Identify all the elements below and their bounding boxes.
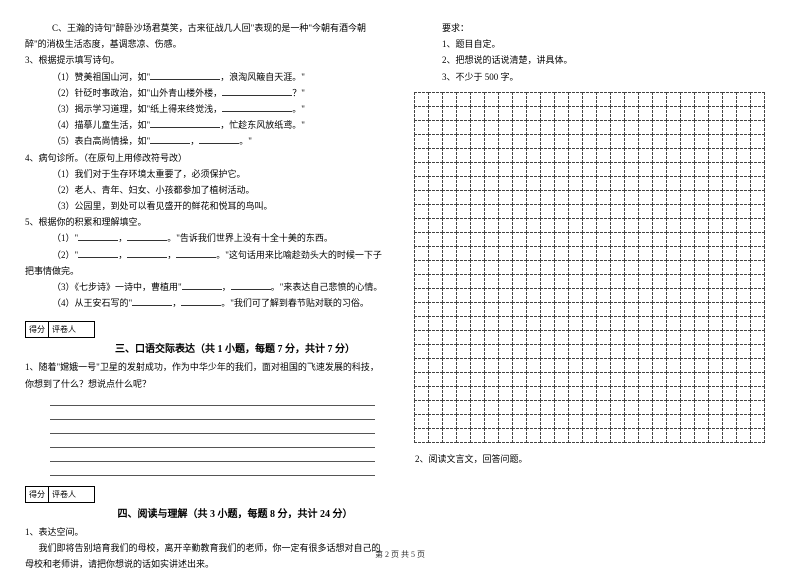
blank-input[interactable] — [150, 118, 220, 128]
q3-2: （2）针砭时事政治，如"山外青山楼外楼， ？" — [25, 85, 385, 101]
blank-input[interactable] — [150, 70, 220, 80]
q5-3-b: ， — [222, 282, 231, 292]
section-4-q1: 1、表达空间。 — [25, 524, 385, 540]
q5-2: （2）"，，。"这句话用来比喻趁劲头大的时候一下子把事情做完。 — [25, 247, 385, 279]
question-item-c: C、王瀚的诗句"醉卧沙场君莫笑，古来征战几人回"表现的是一种"今朝有酒今朝醉"的… — [25, 20, 385, 52]
writing-lines[interactable] — [25, 392, 385, 476]
q3-4-text-b: ，忙趁东风放纸鸢。" — [220, 120, 305, 130]
section-3-q1: 1、随着"嫦娥一号"卫星的发射成功，作为中华少年的我们，面对祖国的飞速发展的科技… — [25, 359, 385, 391]
q5-2-b: ， — [118, 250, 127, 260]
q3-2-text-b: ？" — [292, 88, 305, 98]
q5-3-c: 。"来表达自己悲愤的心情。 — [271, 282, 383, 292]
q5-2-c: ， — [167, 250, 176, 260]
q4-2: （2）老人、青年、妇女、小孩都参加了植树活动。 — [25, 182, 385, 198]
score-box: 得分 评卷人 — [25, 486, 95, 503]
q3-4-text-a: （4）描摹儿童生活，如" — [52, 120, 150, 130]
blank-input[interactable] — [127, 248, 167, 258]
q5-2-a: （2）" — [52, 250, 78, 260]
score-label: 得分 — [26, 487, 49, 502]
question-3: 3、根据提示填写诗句。 — [25, 52, 385, 68]
blank-input[interactable] — [132, 296, 172, 306]
blank-input[interactable] — [127, 231, 167, 241]
blank-input[interactable] — [199, 134, 239, 144]
requirements-label: 要求： — [415, 20, 775, 36]
q5-4-c: 。"我们可了解到春节贴对联的习俗。 — [221, 298, 369, 308]
score-box: 得分 评卷人 — [25, 321, 95, 338]
q3-1-text-b: ，浪淘风簸自天涯。" — [220, 72, 305, 82]
question-4: 4、病句诊所。（在原句上用修改符号改） — [25, 150, 385, 166]
q3-3: （3）揭示学习道理，如"纸上得来终觉浅， 。" — [25, 101, 385, 117]
blank-input[interactable] — [78, 231, 118, 241]
question-5: 5、根据你的积累和理解填空。 — [25, 214, 385, 230]
section-3-title: 三、口语交际表达（共 1 小题，每题 7 分，共计 7 分） — [85, 340, 385, 355]
q5-3: （3）《七步诗》一诗中，曹植用" ， 。"来表达自己悲愤的心情。 — [25, 279, 385, 295]
req-1: 1、题目自定。 — [415, 36, 775, 52]
blank-input[interactable] — [182, 280, 222, 290]
req-3: 3、不少于 500 字。 — [415, 69, 775, 85]
blank-input[interactable] — [222, 86, 292, 96]
q3-5-text-c: 。" — [239, 136, 252, 146]
q5-4-a: （4）从王安石写的" — [52, 298, 132, 308]
q5-4: （4）从王安石写的" ， 。"我们可了解到春节贴对联的习俗。 — [25, 295, 385, 311]
q3-5: （5）表白高尚情操，如" ， 。" — [25, 133, 385, 149]
q3-5-text-b: ， — [190, 136, 199, 146]
q3-5-text-a: （5）表白高尚情操，如" — [52, 136, 150, 146]
q5-3-a: （3）《七步诗》一诗中，曹植用" — [52, 282, 182, 292]
q4-3: （3）公园里，到处可以看见盛开的鲜花和悦耳的鸟叫。 — [25, 198, 385, 214]
blank-input[interactable] — [181, 296, 221, 306]
blank-input[interactable] — [150, 134, 190, 144]
q3-1: （1）赞美祖国山河，如" ，浪淘风簸自天涯。" — [25, 69, 385, 85]
q3-3-text-a: （3）揭示学习道理，如"纸上得来终觉浅， — [52, 104, 222, 114]
q5-1-b: ， — [118, 233, 127, 243]
q5-1-a: （1）" — [52, 233, 78, 243]
blank-input[interactable] — [231, 280, 271, 290]
q3-4: （4）描摹儿童生活，如" ，忙趁东风放纸鸢。" — [25, 117, 385, 133]
score-label: 得分 — [26, 322, 49, 337]
q3-1-text-a: （1）赞美祖国山河，如" — [52, 72, 150, 82]
section-4-title: 四、阅读与理解（共 3 小题，每题 8 分，共计 24 分） — [85, 505, 385, 520]
req-2: 2、把想说的话说清楚，讲具体。 — [415, 52, 775, 68]
blank-input[interactable] — [78, 248, 118, 258]
right-q2: 2、阅读文言文，回答问题。 — [415, 451, 775, 467]
q5-1-c: 。"告诉我们世界上没有十全十美的东西。 — [167, 233, 333, 243]
essay-writing-grid[interactable] — [415, 93, 775, 443]
grader-label: 评卷人 — [49, 322, 79, 337]
q3-3-text-b: 。" — [292, 104, 305, 114]
q5-4-b: ， — [172, 298, 181, 308]
blank-input[interactable] — [222, 102, 292, 112]
q4-1: （1）我们对于生存环境太重要了，必须保护它。 — [25, 166, 385, 182]
q3-2-text-a: （2）针砭时事政治，如"山外青山楼外楼， — [52, 88, 222, 98]
blank-input[interactable] — [176, 248, 216, 258]
q5-1: （1）" ， 。"告诉我们世界上没有十全十美的东西。 — [25, 230, 385, 246]
grader-label: 评卷人 — [49, 487, 79, 502]
page-footer: 第 2 页 共 5 页 — [0, 549, 800, 560]
